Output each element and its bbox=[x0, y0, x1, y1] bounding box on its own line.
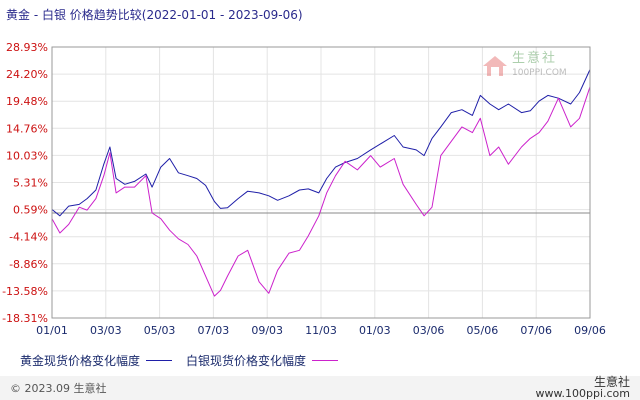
grid bbox=[51, 46, 591, 319]
x-tick-label: 07/06 bbox=[520, 324, 552, 337]
x-tick-label: 05/03 bbox=[144, 324, 176, 337]
y-tick-label: -13.58% bbox=[2, 285, 48, 298]
series-group bbox=[51, 69, 591, 297]
x-tick-label: 07/03 bbox=[198, 324, 230, 337]
x-axis-ticks: 01/01 03/03 05/03 07/03 09/03 11/03 01/03 03/06… bbox=[36, 324, 606, 337]
x-tick-label: 09/06 bbox=[574, 324, 606, 337]
x-tick-label: 03/06 bbox=[413, 324, 445, 337]
footer: © 2023.09 生意社 生意社 www.100ppi.com bbox=[0, 376, 640, 400]
y-tick-label: 14.76% bbox=[6, 122, 48, 135]
site-brand: 生意社 bbox=[593, 375, 630, 389]
legend-label-gold: 黄金现货价格变化幅度 bbox=[20, 354, 141, 368]
watermark-logo-icon bbox=[483, 56, 507, 76]
y-tick-label: -18.31% bbox=[2, 312, 48, 325]
plot-frame bbox=[51, 46, 591, 319]
x-tick-label: 01/03 bbox=[359, 324, 391, 337]
y-axis-ticks: 28.93% 24.20% 19.48% 14.76% 10.03% 5.31% 0.59%… bbox=[2, 41, 48, 325]
y-tick-label: 10.03% bbox=[6, 149, 48, 162]
legend: 黄金现货价格变化幅度 白银现货价格变化幅度 bbox=[20, 352, 352, 369]
site-link[interactable]: 生意社 www.100ppi.com bbox=[535, 375, 630, 400]
y-tick-label: 0.59% bbox=[13, 204, 48, 217]
y-tick-label: -8.86% bbox=[9, 258, 48, 271]
y-tick-label: -4.14% bbox=[9, 231, 48, 244]
x-tick-label: 09/03 bbox=[251, 324, 283, 337]
watermark-brand: 生意社 bbox=[512, 51, 558, 66]
site-url: www.100ppi.com bbox=[535, 387, 630, 400]
x-tick-label: 05/06 bbox=[467, 324, 499, 337]
legend-label-silver: 白银现货价格变化幅度 bbox=[186, 354, 307, 368]
y-tick-label: 5.31% bbox=[13, 177, 48, 190]
watermark: 生意社 100PPI.COM bbox=[482, 52, 567, 80]
y-tick-label: 28.93% bbox=[6, 41, 48, 54]
copyright-text: © 2023.09 生意社 bbox=[10, 382, 107, 395]
series-line-silver bbox=[51, 86, 591, 297]
y-tick-label: 19.48% bbox=[6, 95, 48, 108]
x-tick-label: 11/03 bbox=[305, 324, 337, 337]
series-line-gold bbox=[51, 69, 591, 217]
x-tick-label: 01/01 bbox=[36, 324, 68, 337]
watermark-url: 100PPI.COM bbox=[512, 68, 567, 78]
x-tick-label: 03/03 bbox=[90, 324, 122, 337]
y-tick-label: 24.20% bbox=[6, 68, 48, 81]
legend-line-gold bbox=[146, 360, 173, 361]
legend-line-silver bbox=[312, 360, 339, 361]
chart-title: 黄金 - 白银 价格趋势比较(2022-01-01 - 2023-09-06) bbox=[6, 8, 303, 22]
